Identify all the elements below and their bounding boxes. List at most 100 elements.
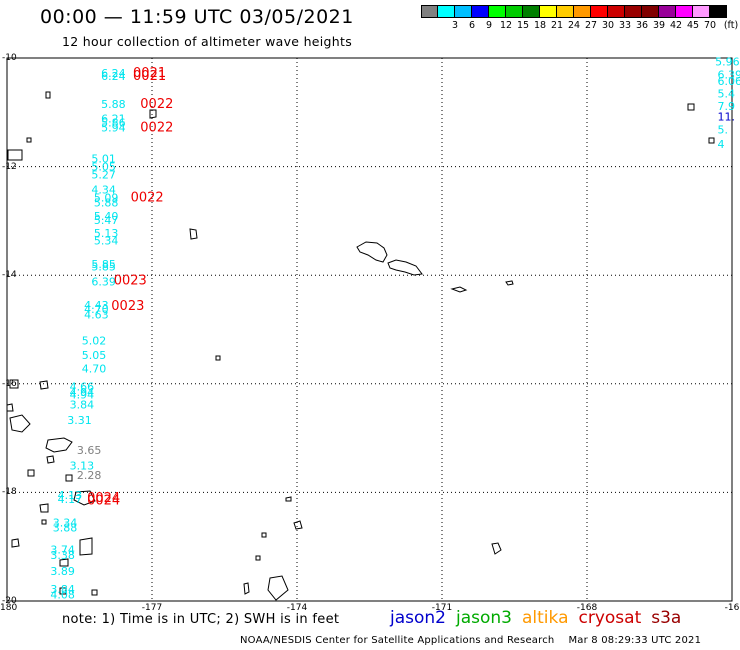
island-fiji-west — [39, 380, 49, 390]
swh-label: 5.88 — [94, 196, 119, 209]
swh-label: 3.88 — [53, 522, 78, 535]
x-tick-label: -177 — [141, 603, 163, 613]
credit-org: NOAA/NESDIS Center for Satellite Applica… — [240, 635, 555, 646]
swh-label: 5.40 — [94, 210, 119, 223]
y-tick-label: -12 — [2, 161, 17, 172]
legend-tick-label: 18 — [533, 20, 547, 31]
legend-swatch — [710, 5, 727, 18]
legend-tick-label: 27 — [584, 20, 598, 31]
swh-label: 5.34 — [94, 234, 119, 247]
island-tonga-north — [285, 496, 292, 502]
legend-swatch — [574, 5, 591, 18]
credit-timestamp: Mar 8 08:29:33 UTC 2021 — [568, 635, 702, 646]
island-ne-atoll — [687, 103, 695, 111]
map-frame — [6, 57, 733, 602]
swh-label-edge: 6.39 — [718, 68, 740, 81]
satellite-legend: jason2 jason3 altika cryosat s3a — [390, 608, 691, 628]
satellite-jason3: jason3 — [456, 608, 512, 628]
island-niuatoputapu — [491, 542, 502, 555]
swh-label: 3.34 — [53, 516, 78, 529]
footer-note: note: 1) Time is in UTC; 2) SWH is in fe… — [62, 612, 340, 627]
island-fiji-west-3 — [6, 403, 14, 412]
legend-unit: (ft) — [723, 20, 739, 31]
pass-time-label: 0021 — [133, 66, 166, 81]
island-w-islet — [26, 137, 32, 143]
pass-time-label: 0024 — [87, 491, 120, 506]
satellite-s3a: s3a — [651, 608, 682, 628]
swh-label: 6.39 — [91, 276, 116, 289]
swh-label: 6.24 — [101, 70, 126, 83]
legend-swatch — [642, 5, 659, 18]
swh-label: 3.31 — [67, 414, 92, 427]
island-fiji-lau-3 — [59, 558, 69, 567]
swh-label: 5.27 — [91, 169, 116, 182]
island-tonga-mid — [255, 555, 261, 561]
legend-swatch — [557, 5, 574, 18]
swh-label: 4.66 — [70, 381, 95, 394]
island-wallis — [189, 228, 198, 240]
legend-swatches — [421, 5, 727, 18]
pass-time-label: 0023 — [111, 299, 144, 314]
grid-lines — [7, 58, 732, 601]
legend-swatch — [438, 5, 455, 18]
island-fiji-east — [27, 469, 35, 477]
legend-swatch — [523, 5, 540, 18]
swh-label-edge: 6.06 — [718, 75, 740, 88]
swh-label: 3.13 — [70, 459, 95, 472]
legend-tick-label: 15 — [516, 20, 530, 31]
legend-swatch — [676, 5, 693, 18]
swh-label: 4.43 — [84, 299, 109, 312]
y-tick-label: -20 — [2, 596, 17, 606]
swh-label: 5.01 — [91, 152, 116, 165]
legend-tick-label: 33 — [618, 20, 632, 31]
swh-label-gray: 2.28 — [77, 469, 102, 482]
swh-label: 4.17 — [58, 493, 83, 506]
island-niuafoou — [215, 355, 221, 361]
swh-label: 4.94 — [70, 386, 95, 399]
island-samoa-upolu — [356, 241, 388, 263]
swh-label-gray: 3.65 — [77, 444, 102, 457]
island-fiji-lau-2 — [11, 538, 20, 548]
island-fiji-taveuni — [73, 490, 96, 506]
island-outlines — [6, 91, 715, 601]
chart-title: 00:00 — 11:59 UTC 03/05/2021 — [40, 6, 354, 28]
y-tick-label: -16 — [2, 378, 17, 389]
satellite-jason2: jason2 — [390, 608, 446, 628]
legend-tick-label: 9 — [485, 20, 493, 31]
color-scale-legend: 3 6 9 12 15 18 21 24 27 30 33 36 39 42 45 70 (ft) — [421, 5, 738, 32]
swh-label: 3.84 — [50, 583, 75, 596]
swh-label-edge: 7.9 — [718, 100, 736, 113]
legend-swatch — [421, 5, 438, 18]
x-tick-label: -180 — [0, 603, 18, 613]
swh-label: 5.09 — [94, 192, 119, 205]
wave-height-marks: 6.246.245.886.215.865.945.015.055.274.34… — [50, 55, 740, 601]
legend-tick-label: 12 — [499, 20, 513, 31]
island-nomuka — [243, 582, 250, 595]
island-samoa-savaii — [387, 259, 423, 276]
swh-label-edge: 5.96 — [715, 55, 740, 68]
y-tick-label: -18 — [2, 487, 17, 498]
swh-label: 3.74 — [50, 543, 75, 556]
island-fiji-vanua-levu — [45, 437, 73, 453]
swh-label: 6.24 — [101, 67, 126, 80]
island-futuna — [149, 109, 157, 119]
swh-label: 4.63 — [84, 308, 109, 321]
x-tick-label: -171 — [431, 603, 453, 613]
pass-time-label: 0022 — [131, 191, 164, 206]
pass-time-label: 0022 — [140, 121, 173, 136]
island-fiji-viti-levu — [9, 414, 31, 433]
island-lau-central — [65, 474, 73, 482]
swh-label: 4.70 — [84, 303, 109, 316]
island-swains — [505, 280, 514, 286]
satellite-altika: altika — [522, 608, 569, 628]
chart-subtitle: 12 hour collection of altimeter wave hei… — [62, 34, 353, 49]
swh-label: 5.85 — [91, 261, 116, 274]
island-haapai — [267, 575, 289, 601]
legend-swatch — [540, 5, 557, 18]
island-tonga-mid-2 — [261, 532, 267, 538]
pass-time-label: 0021 — [133, 69, 166, 84]
island-lau-south-2 — [59, 587, 67, 595]
x-tick-label: -168 — [576, 603, 598, 613]
island-fiji-lau-1 — [79, 537, 93, 556]
island-e-atoll — [708, 137, 715, 144]
